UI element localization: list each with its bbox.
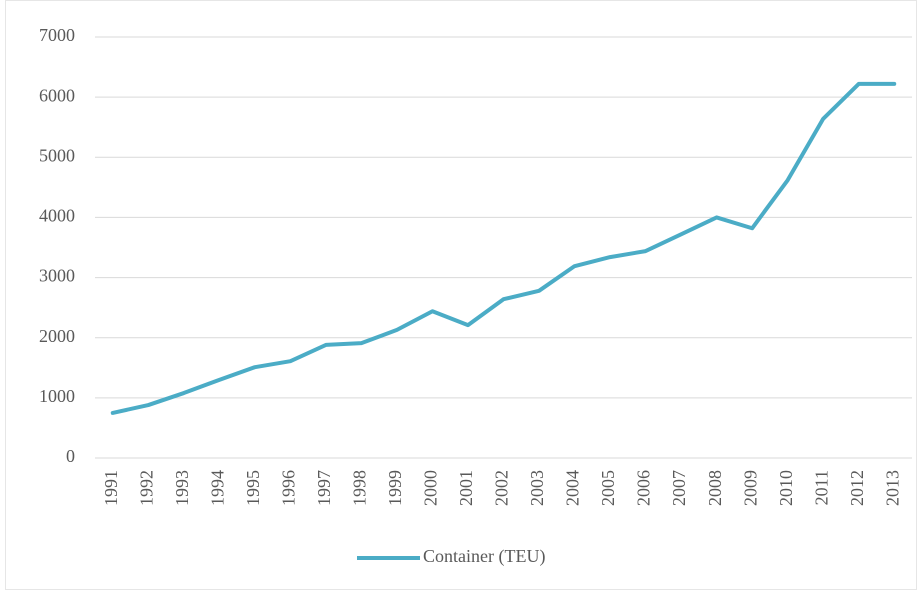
y-tick-label: 0 — [66, 446, 75, 466]
x-tick-label: 1995 — [243, 470, 263, 506]
x-tick-label: 1999 — [385, 470, 405, 506]
x-tick-label: 2010 — [776, 470, 796, 506]
legend-label: Container (TEU) — [423, 546, 545, 567]
y-tick-label: 2000 — [39, 326, 75, 346]
x-tick-label: 1997 — [314, 470, 334, 506]
x-tick-label: 1992 — [136, 470, 156, 506]
chart-frame — [5, 0, 917, 590]
x-tick-label: 2013 — [882, 470, 902, 506]
x-tick-label: 1996 — [278, 470, 298, 506]
x-tick-label: 2006 — [634, 470, 654, 506]
x-tick-label: 1994 — [207, 470, 227, 506]
x-tick-label: 2008 — [705, 470, 725, 506]
x-tick-label: 2003 — [527, 470, 547, 506]
x-tick-label: 1998 — [350, 470, 370, 506]
x-tick-label: 2002 — [492, 470, 512, 506]
x-tick-label: 2011 — [811, 470, 831, 505]
y-tick-label: 3000 — [39, 266, 75, 286]
data-line — [110, 81, 897, 415]
y-tick-label: 4000 — [39, 206, 75, 226]
x-tick-label: 2009 — [740, 470, 760, 506]
y-tick-label: 5000 — [39, 145, 75, 165]
x-tick-label: 2005 — [598, 470, 618, 506]
x-tick-label: 2007 — [669, 470, 689, 506]
x-tick-label: 2004 — [563, 470, 583, 506]
x-tick-label: 1993 — [172, 470, 192, 506]
x-tick-label: 1991 — [101, 470, 121, 506]
y-tick-label: 6000 — [39, 85, 75, 105]
x-tick-label: 2001 — [456, 470, 476, 506]
y-tick-label: 7000 — [39, 25, 75, 45]
y-tick-label: 1000 — [39, 386, 75, 406]
x-tick-label: 2000 — [421, 470, 441, 506]
x-tick-label: 2012 — [847, 470, 867, 506]
